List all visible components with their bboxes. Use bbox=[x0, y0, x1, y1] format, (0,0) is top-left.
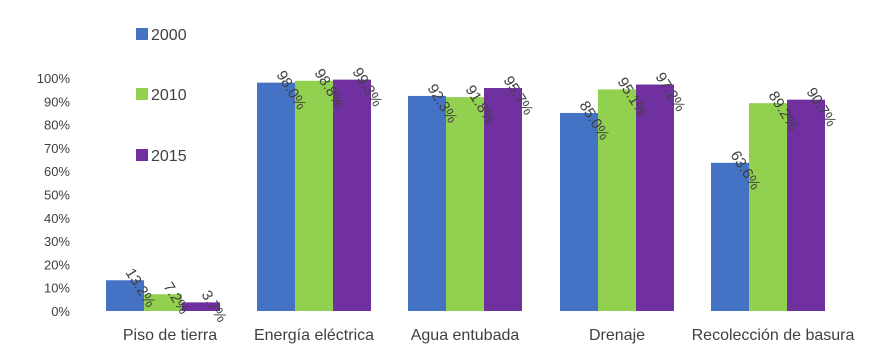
bar bbox=[484, 88, 522, 311]
y-tick-label: 0% bbox=[51, 304, 70, 319]
bar bbox=[446, 97, 484, 311]
x-tick-label: Energía eléctrica bbox=[254, 327, 374, 344]
legend-label: 2000 bbox=[151, 27, 187, 44]
bar bbox=[787, 99, 825, 311]
y-tick-label: 10% bbox=[44, 281, 70, 296]
bar bbox=[182, 302, 220, 311]
bar bbox=[598, 89, 636, 312]
bar bbox=[636, 84, 674, 311]
y-tick-label: 60% bbox=[44, 164, 70, 179]
bar bbox=[749, 103, 787, 311]
y-tick-label: 80% bbox=[44, 118, 70, 133]
x-tick-label: Recolección de basura bbox=[692, 327, 855, 344]
x-tick-label: Agua entubada bbox=[411, 327, 520, 344]
x-tick-label: Piso de tierra bbox=[123, 327, 217, 344]
y-tick-label: 30% bbox=[44, 234, 70, 249]
legend-swatch bbox=[136, 28, 148, 40]
bar bbox=[257, 82, 295, 311]
legend-label: 2010 bbox=[151, 87, 187, 104]
x-tick-label: Drenaje bbox=[589, 327, 645, 344]
y-tick-label: 50% bbox=[44, 188, 70, 203]
y-tick-label: 40% bbox=[44, 211, 70, 226]
y-axis: 0% 10% 20% 30% 40% 50% 60% 70% 80% 90% 100% bbox=[37, 71, 71, 319]
legend-swatch bbox=[136, 88, 148, 100]
legend-label: 2015 bbox=[151, 148, 187, 165]
bar bbox=[144, 294, 182, 311]
y-tick-label: 100% bbox=[37, 71, 71, 86]
bar bbox=[295, 80, 333, 312]
x-axis: Piso de tierra Energía eléctrica Agua entu… bbox=[123, 327, 855, 344]
y-tick-label: 70% bbox=[44, 141, 70, 156]
bars bbox=[106, 79, 825, 312]
bar bbox=[711, 162, 749, 311]
bar bbox=[106, 280, 144, 311]
legend: 2000 2010 2015 bbox=[136, 27, 187, 165]
legend-swatch bbox=[136, 149, 148, 161]
y-tick-label: 90% bbox=[44, 94, 70, 109]
bar bbox=[333, 79, 371, 311]
bar bbox=[560, 112, 598, 311]
y-tick-label: 20% bbox=[44, 257, 70, 272]
bar bbox=[408, 95, 446, 311]
